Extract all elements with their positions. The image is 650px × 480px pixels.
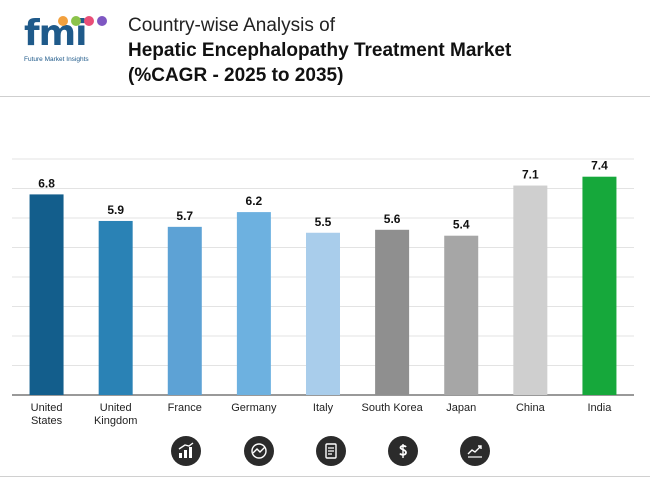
dollar-icon[interactable] — [388, 436, 418, 466]
logo-dot — [58, 16, 68, 26]
bar-japan[interactable] — [444, 235, 479, 395]
logo-dot — [71, 16, 81, 26]
chart-title: Country-wise Analysis of Hepatic Encepha… — [128, 14, 511, 88]
icon-row — [0, 436, 650, 470]
bar-china[interactable] — [513, 185, 548, 395]
bar-france[interactable] — [167, 226, 202, 395]
header: fmi Future Market Insights Country-wise … — [0, 0, 650, 96]
logo-tagline: Future Market Insights — [24, 56, 89, 63]
bottom-divider — [0, 476, 650, 477]
data-label: 6.2 — [246, 194, 263, 208]
data-label: 7.1 — [522, 168, 539, 182]
bar-germany[interactable] — [236, 212, 271, 395]
trend-line-icon[interactable] — [460, 436, 490, 466]
bar-united-kingdom[interactable] — [98, 220, 133, 395]
x-tick-label: United — [31, 402, 63, 414]
data-label: 5.6 — [384, 212, 401, 226]
x-tick-label: China — [516, 402, 546, 414]
bar-india[interactable] — [582, 176, 617, 395]
data-label: 5.7 — [176, 209, 193, 223]
data-label: 5.9 — [107, 203, 124, 217]
document-icon[interactable] — [316, 436, 346, 466]
bar-south-korea[interactable] — [375, 229, 410, 395]
target-chart-icon[interactable] — [244, 436, 274, 466]
x-tick-label: Japan — [446, 402, 476, 414]
data-label: 5.5 — [315, 215, 332, 229]
title-line-3: (%CAGR - 2025 to 2035) — [128, 65, 344, 86]
data-label: 6.8 — [38, 176, 55, 190]
bar-united-states[interactable] — [29, 194, 64, 395]
x-tick-label: States — [31, 415, 63, 427]
bar-italy[interactable] — [306, 232, 340, 395]
data-label: 5.4 — [453, 218, 470, 232]
title-line-2: Hepatic Encephalopathy Treatment Market — [128, 40, 512, 61]
x-tick-label: France — [168, 402, 202, 414]
logo-dots — [58, 16, 108, 28]
logo-dot — [84, 16, 94, 26]
data-label: 7.4 — [591, 159, 608, 173]
x-tick-label: United — [100, 402, 132, 414]
x-tick-label: South Korea — [362, 402, 424, 414]
x-tick-label: Kingdom — [94, 415, 137, 427]
header-divider — [0, 96, 650, 97]
bar-chart: 6.8UnitedStates5.9UnitedKingdom5.7France… — [12, 158, 634, 427]
fmi-logo[interactable]: fmi Future Market Insights — [24, 14, 108, 66]
bar-growth-icon[interactable] — [171, 436, 201, 466]
x-tick-label: Italy — [313, 402, 334, 414]
title-line-1: Country-wise Analysis of — [128, 15, 335, 36]
x-tick-label: India — [588, 402, 613, 414]
logo-dot — [97, 16, 107, 26]
x-tick-label: Germany — [231, 402, 277, 414]
